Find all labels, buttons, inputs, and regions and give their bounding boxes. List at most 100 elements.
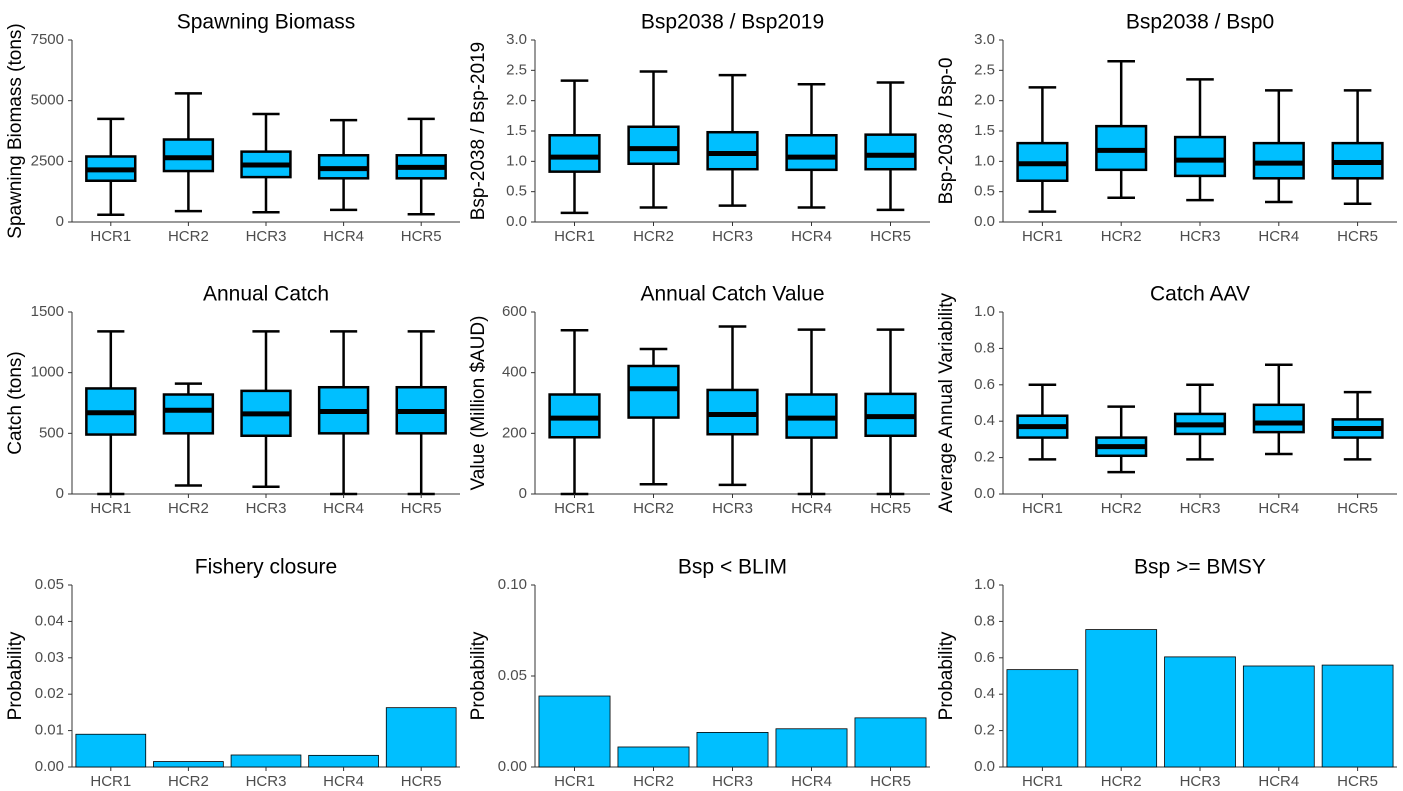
- x-tick-label: HCR5: [401, 500, 442, 517]
- y-tick-label: 0.4: [974, 412, 995, 429]
- x-tick-label: HCR5: [870, 228, 911, 245]
- x-tick-label: HCR5: [870, 773, 911, 790]
- box: [548, 133, 601, 173]
- box: [864, 133, 917, 171]
- y-axis-label: Bsp-2038 / Bsp-0: [936, 58, 957, 205]
- y-tick-label: 0.05: [498, 667, 527, 684]
- y-tick-label: 0.6: [974, 649, 995, 666]
- bar: [153, 761, 224, 768]
- y-tick-label: 2.0: [506, 92, 527, 109]
- x-tick-label: HCR4: [1258, 500, 1299, 517]
- y-tick-label: 0.6: [974, 376, 995, 393]
- chart-title: Fishery closure: [195, 556, 337, 579]
- x-tick-label: HCR3: [712, 773, 753, 790]
- y-tick-label: 0.8: [974, 339, 995, 356]
- x-tick-label: HCR5: [1337, 500, 1378, 517]
- x-tick-label: HCR2: [168, 500, 209, 517]
- y-tick-label: 0.5: [974, 183, 995, 200]
- y-tick-label: 0.4: [974, 685, 995, 702]
- x-tick-label: HCR1: [1022, 228, 1063, 245]
- y-tick-label: 0.01: [35, 722, 64, 739]
- y-tick-label: 5000: [31, 92, 64, 109]
- bar: [696, 732, 769, 768]
- box: [706, 130, 759, 171]
- x-tick-label: HCR4: [791, 228, 832, 245]
- bar: [1242, 665, 1315, 768]
- y-axis-label: Probability: [936, 631, 957, 720]
- chart-title: Spawning Biomass: [177, 11, 356, 34]
- x-tick-label: HCR5: [1337, 773, 1378, 790]
- x-tick-label: HCR1: [1022, 773, 1063, 790]
- box: [1252, 403, 1305, 434]
- x-tick-label: HCR2: [633, 500, 674, 517]
- x-tick-label: HCR4: [323, 500, 364, 517]
- y-tick-label: 2.5: [506, 61, 527, 78]
- chart-title: Bsp2038 / Bsp0: [1126, 11, 1274, 34]
- bar: [538, 695, 611, 768]
- y-tick-label: 0.2: [974, 449, 995, 466]
- y-tick-label: 0.5: [506, 183, 527, 200]
- x-tick-label: HCR3: [246, 500, 287, 517]
- bar: [775, 728, 848, 768]
- chart-title: Bsp2038 / Bsp2019: [641, 11, 824, 34]
- box: [627, 364, 680, 419]
- y-tick-label: 0.0: [974, 758, 995, 775]
- x-tick-label: HCR2: [1101, 773, 1142, 790]
- y-tick-label: 600: [502, 303, 527, 320]
- x-tick-label: HCR1: [90, 500, 131, 517]
- x-tick-label: HCR1: [554, 500, 595, 517]
- x-tick-label: HCR3: [1180, 228, 1221, 245]
- y-tick-label: 7500: [31, 31, 64, 48]
- y-tick-label: 0.05: [35, 576, 64, 593]
- bar: [75, 733, 147, 768]
- y-tick-label: 0.03: [35, 649, 64, 666]
- bar: [385, 707, 457, 768]
- y-axis-label: Catch (tons): [5, 351, 26, 454]
- x-tick-label: HCR2: [168, 773, 209, 790]
- y-tick-label: 2500: [31, 152, 64, 169]
- x-tick-label: HCR4: [1258, 773, 1299, 790]
- y-tick-label: 1500: [31, 303, 64, 320]
- y-tick-label: 1.5: [974, 122, 995, 139]
- x-tick-label: HCR4: [323, 228, 364, 245]
- y-tick-label: 0.00: [35, 758, 64, 775]
- x-tick-label: HCR2: [1101, 500, 1142, 517]
- x-tick-label: HCR5: [401, 228, 442, 245]
- bar: [1006, 669, 1079, 768]
- x-tick-label: HCR1: [90, 228, 131, 245]
- chart-title: Annual Catch Value: [640, 283, 824, 306]
- y-tick-label: 1.0: [974, 152, 995, 169]
- box: [627, 125, 680, 166]
- y-axis-label: Average Annual Variability: [936, 292, 957, 513]
- bar: [308, 754, 379, 768]
- y-tick-label: 0.0: [506, 213, 527, 230]
- y-tick-label: 0.0: [974, 485, 995, 502]
- x-tick-label: HCR5: [870, 500, 911, 517]
- bar: [1321, 664, 1394, 768]
- x-tick-label: HCR5: [1337, 228, 1378, 245]
- bar: [854, 717, 927, 768]
- y-tick-label: 1000: [31, 364, 64, 381]
- x-tick-label: HCR3: [712, 500, 753, 517]
- y-tick-label: 3.0: [974, 31, 995, 48]
- x-tick-label: HCR4: [1258, 228, 1299, 245]
- chart-title: Bsp >= BMSY: [1134, 556, 1266, 579]
- bar: [1164, 656, 1236, 768]
- y-axis-label: Spawning Biomass (tons): [5, 23, 26, 238]
- x-tick-label: HCR5: [401, 773, 442, 790]
- y-axis-label: Bsp-2038 / Bsp-2019: [468, 42, 489, 221]
- x-tick-label: HCR2: [633, 228, 674, 245]
- y-tick-label: 0.02: [35, 685, 64, 702]
- chart-title: Annual Catch: [203, 283, 329, 306]
- y-tick-label: 1.0: [974, 576, 995, 593]
- x-tick-label: HCR2: [168, 228, 209, 245]
- y-tick-label: 200: [502, 424, 527, 441]
- x-tick-label: HCR1: [1022, 500, 1063, 517]
- x-tick-label: HCR2: [1101, 228, 1142, 245]
- y-tick-label: 0.00: [498, 758, 527, 775]
- box: [785, 133, 838, 172]
- x-tick-label: HCR2: [633, 773, 674, 790]
- y-tick-label: 0.04: [35, 612, 64, 629]
- x-tick-label: HCR3: [1180, 500, 1221, 517]
